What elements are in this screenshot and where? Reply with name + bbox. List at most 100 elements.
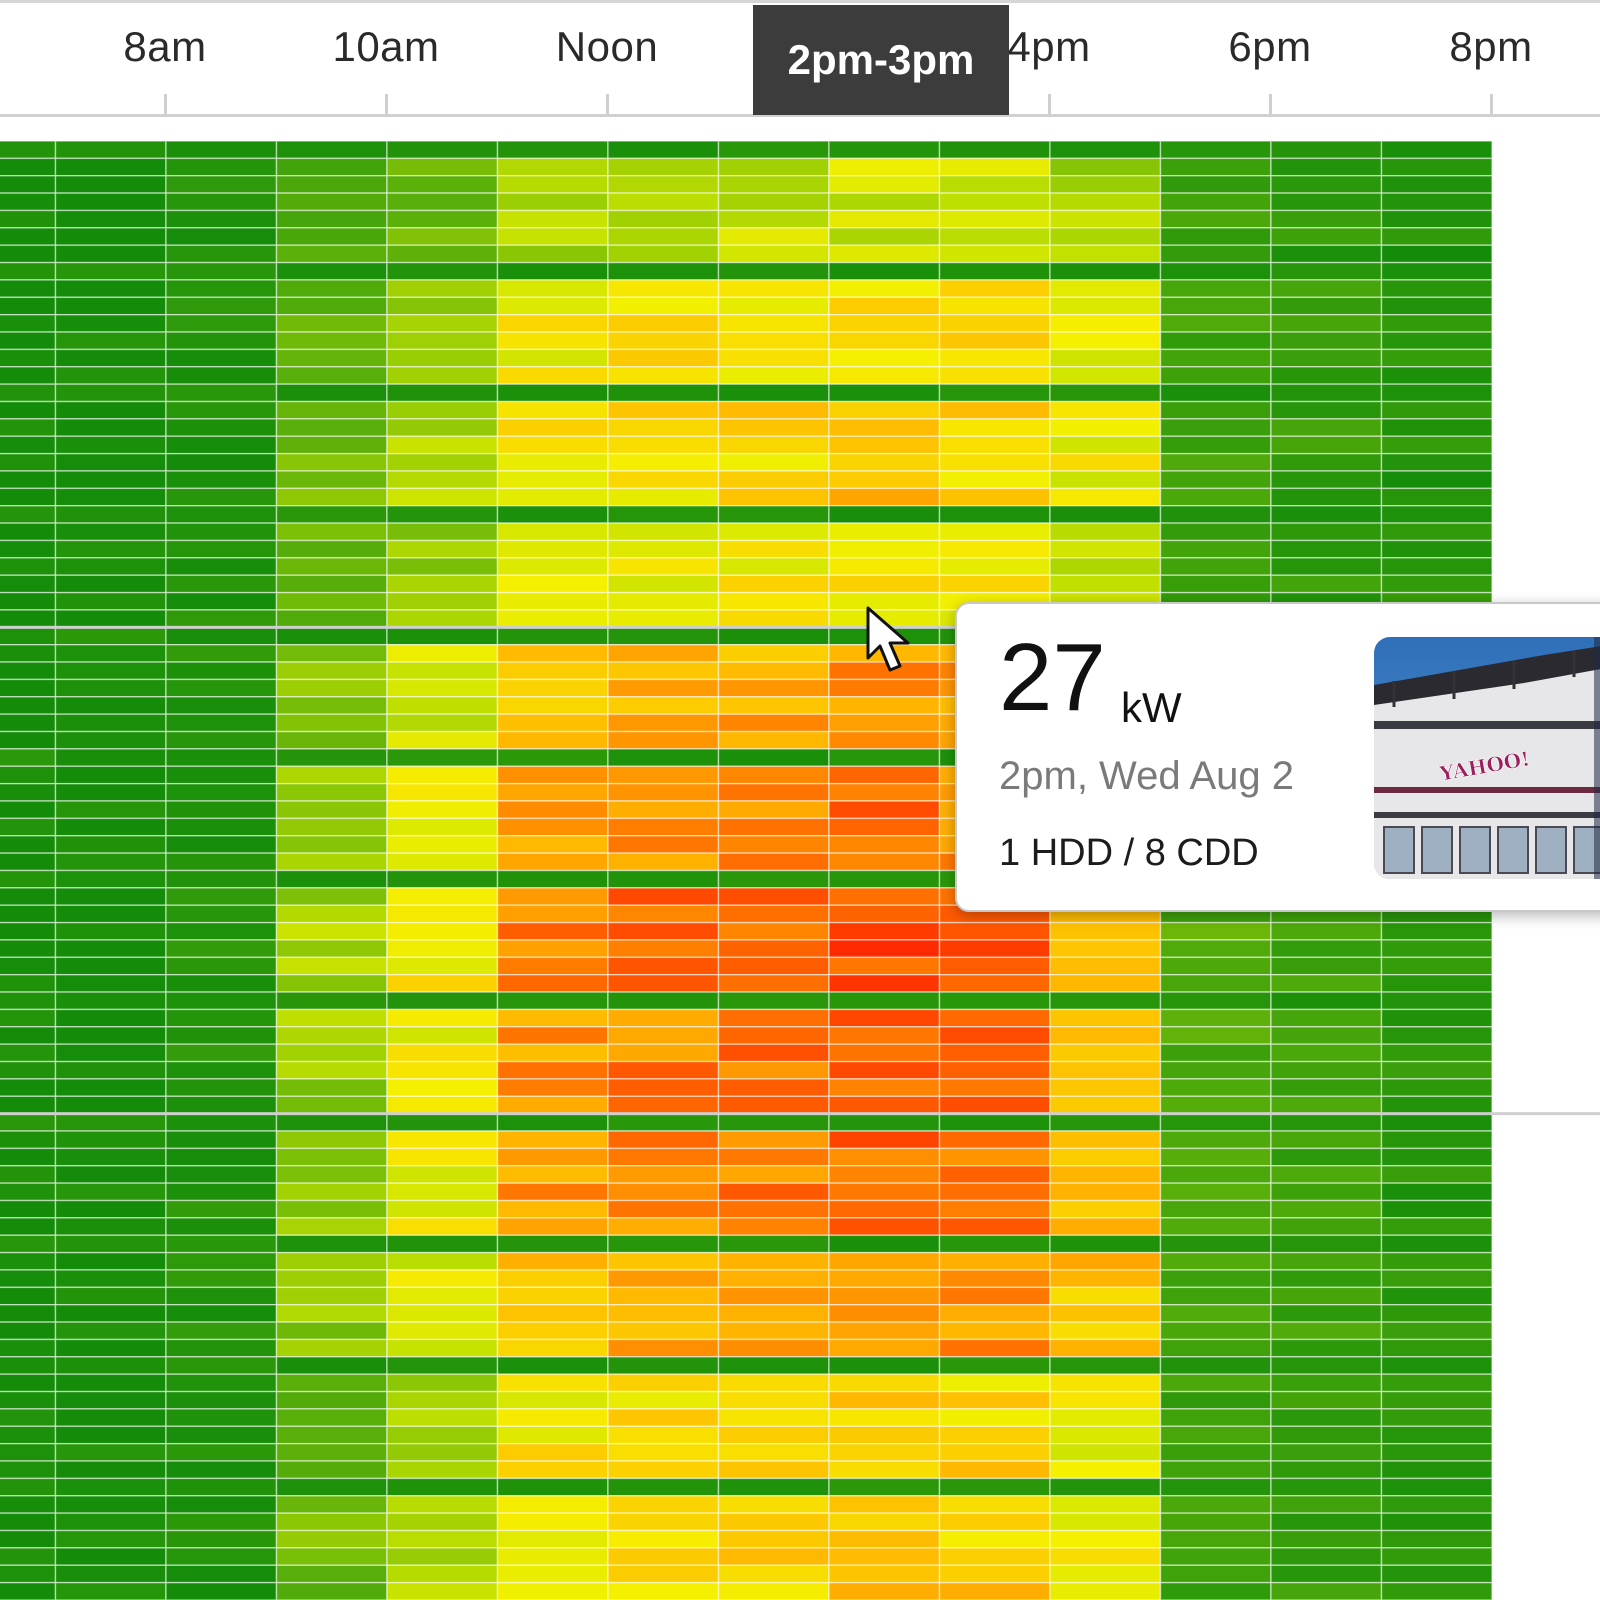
heatmap-cell[interactable] [717,644,830,663]
heatmap-cell[interactable] [938,1217,1051,1236]
heatmap-cell[interactable] [165,400,278,420]
heatmap-cell[interactable] [1049,1043,1162,1063]
heatmap-cell[interactable] [496,331,609,351]
heatmap-cell[interactable] [165,591,278,611]
heatmap-cell[interactable] [496,539,609,559]
heatmap-cell[interactable] [275,1390,388,1410]
heatmap-cell[interactable] [54,435,167,455]
heatmap-cell[interactable] [1049,1425,1162,1445]
heatmap-cell[interactable] [717,1373,830,1393]
heatmap-cell[interactable] [0,296,57,316]
heatmap-cell[interactable] [386,1043,499,1063]
heatmap-cell[interactable] [828,366,941,385]
heatmap-cell[interactable] [165,1477,278,1497]
heatmap-cell[interactable] [275,557,388,576]
heatmap-cell[interactable] [1159,1477,1272,1497]
heatmap-cell[interactable] [938,1512,1051,1532]
heatmap-cell[interactable] [607,1390,720,1410]
heatmap-cell[interactable] [1049,1477,1162,1497]
heatmap-cell[interactable] [496,887,609,906]
heatmap-cell[interactable] [386,435,499,455]
heatmap-cell[interactable] [275,1112,388,1132]
heatmap-cell[interactable] [1159,1286,1272,1306]
heatmap-cell[interactable] [1270,141,1383,160]
heatmap-cell[interactable] [275,1078,388,1097]
heatmap-cell[interactable] [275,522,388,542]
heatmap-cell[interactable] [828,157,941,177]
heatmap-cell[interactable] [0,348,57,368]
heatmap-cell[interactable] [0,331,57,351]
heatmap-cell[interactable] [828,487,941,507]
heatmap-cell[interactable] [938,539,1051,559]
heatmap-cell[interactable] [1380,435,1493,455]
heatmap-cell[interactable] [1380,418,1493,437]
heatmap-cell[interactable] [496,296,609,316]
heatmap-cell[interactable] [1270,1547,1383,1566]
heatmap-cell[interactable] [717,209,830,229]
heatmap-cell[interactable] [1049,175,1162,194]
heatmap-cell[interactable] [1049,991,1162,1011]
heatmap-cell[interactable] [1380,1356,1493,1375]
heatmap-cell[interactable] [828,470,941,490]
heatmap-cell[interactable] [0,1460,57,1480]
heatmap-cell[interactable] [496,557,609,576]
heatmap-cell[interactable] [386,574,499,594]
heatmap-cell[interactable] [165,730,278,750]
heatmap-cell[interactable] [938,1581,1051,1600]
heatmap-cell[interactable] [54,505,167,524]
heatmap-cell[interactable] [607,1547,720,1566]
heatmap-cell[interactable] [717,782,830,802]
heatmap-cell[interactable] [386,1217,499,1236]
heatmap-cell[interactable] [1270,974,1383,993]
heatmap-cell[interactable] [1380,1112,1493,1132]
heatmap-cell[interactable] [496,435,609,455]
heatmap-cell[interactable] [938,313,1051,333]
heatmap-cell[interactable] [54,591,167,611]
heatmap-cell[interactable] [938,1095,1051,1115]
heatmap-cell[interactable] [1380,1078,1493,1097]
heatmap-cell[interactable] [275,835,388,854]
heatmap-cell[interactable] [607,1008,720,1028]
heatmap-cell[interactable] [1159,1321,1272,1341]
heatmap-cell[interactable] [386,1234,499,1254]
heatmap-cell[interactable] [386,782,499,802]
heatmap-cell[interactable] [1380,227,1493,246]
heatmap-cell[interactable] [496,1026,609,1045]
heatmap-cell[interactable] [54,331,167,351]
heatmap-cell[interactable] [1380,1060,1493,1080]
heatmap-cell[interactable] [0,1043,57,1063]
heatmap-cell[interactable] [165,313,278,333]
heatmap-cell[interactable] [386,800,499,820]
heatmap-cell[interactable] [607,366,720,385]
heatmap-cell[interactable] [0,939,57,959]
heatmap-cell[interactable] [1380,557,1493,576]
heatmap-cell[interactable] [165,800,278,820]
heatmap-cell[interactable] [386,1321,499,1341]
heatmap-cell[interactable] [0,1547,57,1566]
heatmap-cell[interactable] [386,1026,499,1045]
heatmap-cell[interactable] [828,1495,941,1514]
heatmap-cell[interactable] [54,1217,167,1236]
heatmap-cell[interactable] [938,1182,1051,1202]
heatmap-cell[interactable] [717,1130,830,1150]
heatmap-cell[interactable] [386,1477,499,1497]
heatmap-cell[interactable] [386,1547,499,1566]
heatmap-cell[interactable] [496,1321,609,1341]
heatmap-cell[interactable] [1159,1390,1272,1410]
heatmap-cell[interactable] [165,644,278,663]
heatmap-cell[interactable] [54,1373,167,1393]
heatmap-cell[interactable] [496,470,609,490]
heatmap-cell[interactable] [0,1251,57,1271]
heatmap-cell[interactable] [0,435,57,455]
heatmap-cell[interactable] [496,1408,609,1428]
heatmap-cell[interactable] [386,1269,499,1289]
heatmap-cell[interactable] [938,1165,1051,1184]
heatmap-cell[interactable] [607,1269,720,1289]
heatmap-cell[interactable] [275,644,388,663]
heatmap-cell[interactable] [54,1564,167,1584]
heatmap-cell[interactable] [0,141,57,160]
heatmap-cell[interactable] [275,1043,388,1063]
heatmap-cell[interactable] [1380,1529,1493,1549]
heatmap-cell[interactable] [386,1060,499,1080]
heatmap-cell[interactable] [1380,400,1493,420]
